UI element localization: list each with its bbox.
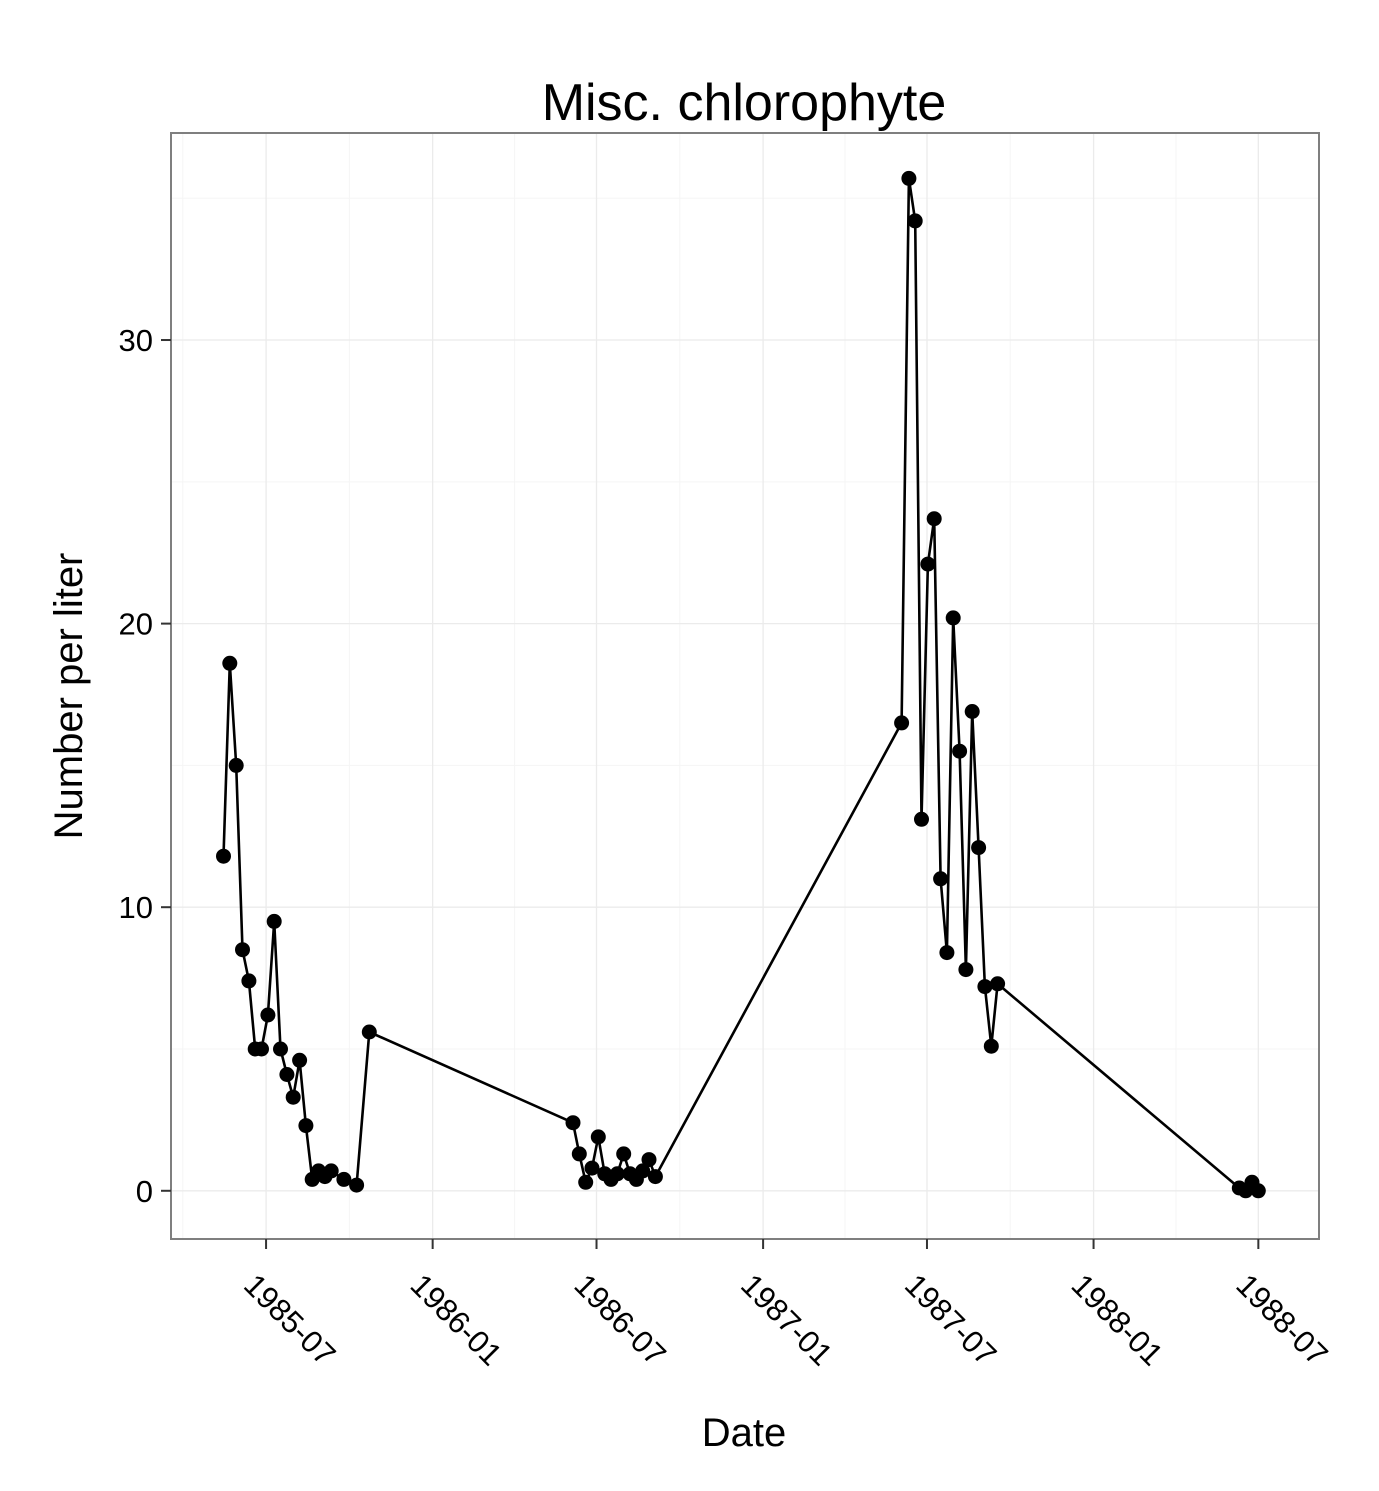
y-tick-label: 10: [119, 890, 153, 925]
data-point: [894, 715, 910, 731]
x-tick-label: 1987-07: [898, 1267, 1003, 1372]
data-point: [228, 757, 244, 773]
x-tick-label: 1988-07: [1229, 1267, 1334, 1372]
data-point: [273, 1041, 288, 1057]
data-point: [920, 556, 936, 572]
data-point: [578, 1174, 594, 1190]
y-tick-label: 20: [119, 607, 153, 642]
data-point: [1250, 1183, 1266, 1199]
y-axis: 0 10 20 30: [119, 323, 171, 1209]
data-point: [323, 1163, 339, 1179]
data-point: [216, 848, 231, 864]
data-point: [964, 704, 980, 719]
data-point: [609, 1166, 625, 1182]
data-point: [279, 1067, 295, 1082]
x-tick-label: 1985-07: [237, 1267, 342, 1372]
plot-panel: [170, 132, 1320, 1240]
grid: [171, 133, 1319, 1239]
data-point: [361, 1024, 377, 1040]
data-point: [292, 1052, 308, 1068]
data-point: [945, 610, 961, 626]
data-point: [641, 1152, 657, 1168]
data-point: [990, 976, 1006, 992]
data-point: [565, 1115, 581, 1131]
data-point: [952, 743, 968, 759]
data-point: [590, 1129, 606, 1145]
data-point: [222, 655, 238, 671]
data-point: [336, 1171, 352, 1187]
data-point: [933, 871, 949, 887]
y-tick-label: 30: [119, 323, 153, 358]
data-point: [901, 170, 917, 186]
x-tick-label: 1986-01: [404, 1267, 509, 1372]
data-point: [958, 962, 974, 978]
data-point: [926, 511, 942, 527]
data-point: [635, 1163, 651, 1179]
data-point: [266, 913, 282, 929]
series-line: [222, 177, 1260, 1193]
data-point: [647, 1169, 663, 1185]
x-axis: 1985-07 1986-01 1986-07 1987-01 1987-07 1988-…: [237, 1239, 1335, 1372]
data-point: [983, 1038, 999, 1054]
data-point: [907, 213, 923, 229]
data-point: [298, 1118, 314, 1134]
series: [216, 170, 1266, 1199]
data-point: [571, 1146, 587, 1162]
x-tick-label: 1986-07: [568, 1267, 673, 1372]
data-point: [971, 840, 987, 856]
data-point: [235, 942, 250, 958]
x-tick-label: 1987-01: [734, 1267, 839, 1372]
x-tick-label: 1988-01: [1065, 1267, 1170, 1372]
data-point: [349, 1177, 365, 1193]
data-point: [260, 1007, 276, 1023]
data-point: [241, 973, 257, 989]
data-point: [616, 1146, 632, 1162]
data-point: [285, 1089, 301, 1105]
data-point: [977, 979, 993, 995]
chart-title: Misc. chlorophyte: [542, 74, 947, 132]
data-point: [914, 811, 929, 827]
data-point: [254, 1041, 269, 1057]
data-point: [939, 945, 955, 961]
y-tick-label: 0: [136, 1174, 153, 1209]
data-point: [584, 1160, 600, 1176]
x-axis-title: Date: [702, 1411, 787, 1455]
y-axis-title: Number per liter: [47, 553, 91, 840]
